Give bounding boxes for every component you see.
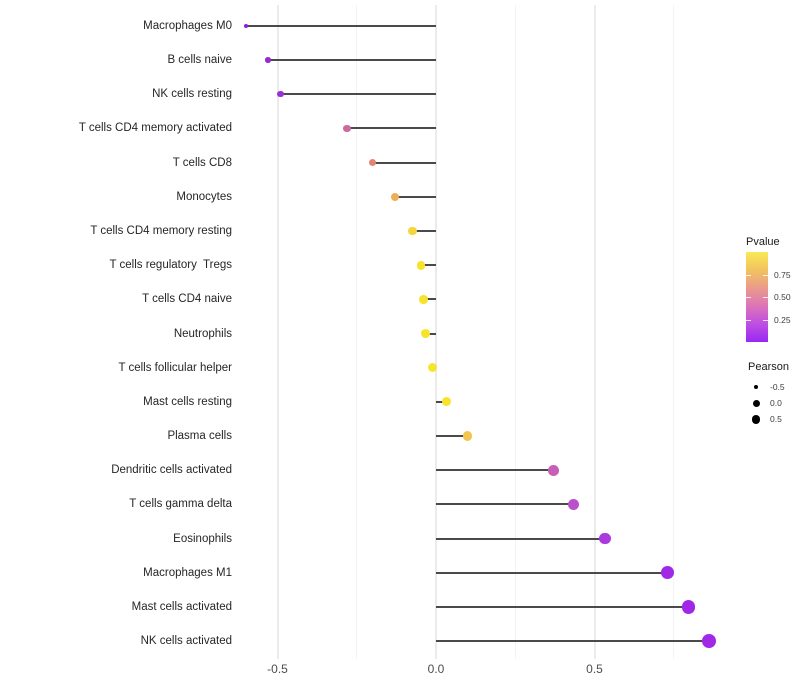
pearson-legend-dot (752, 399, 760, 407)
y-axis-label: T cells CD4 naive (142, 293, 232, 306)
lollipop-dot (416, 260, 426, 270)
y-axis-label: Monocytes (176, 190, 232, 203)
lollipop-stem (436, 571, 668, 574)
gridline-major (276, 5, 279, 659)
lollipop-dot (441, 397, 452, 407)
pvalue-bar-tick (763, 319, 768, 321)
lollipop-stem (425, 332, 436, 335)
pvalue-gradient-bar (746, 252, 768, 342)
gridline-minor (673, 5, 675, 659)
y-axis-label: Mast cells resting (143, 395, 232, 408)
lollipop-stem (436, 400, 447, 403)
lollipop-dot (343, 124, 351, 133)
pearson-legend-dot (753, 384, 759, 390)
lollipop-stem (280, 93, 436, 96)
x-axis-tick-label: 0.5 (586, 662, 603, 676)
pearson-legend-label: 0.0 (770, 397, 782, 408)
lollipop-dot (661, 566, 674, 580)
x-axis-tick-label: -0.5 (267, 662, 288, 676)
lollipop-stem (412, 229, 436, 232)
pvalue-tick-label: 0.75 (774, 269, 791, 280)
lollipop-stem (423, 298, 436, 301)
lollipop-dot (277, 90, 284, 98)
y-axis-label: T cells CD4 memory activated (78, 122, 232, 135)
lollipop-stem (436, 640, 709, 643)
lollipop-dot (368, 158, 377, 167)
pearson-legend-label: 0.5 (770, 414, 782, 425)
lollipop-dot (408, 226, 417, 236)
pvalue-bar-tick (763, 297, 768, 298)
y-axis-label: T cells CD4 memory resting (90, 224, 232, 237)
y-axis-label: Eosinophils (173, 532, 232, 545)
lollipop-stem (267, 58, 436, 61)
lollipop-dot (390, 192, 399, 201)
lollipop-stem (436, 435, 468, 438)
lollipop-dot (243, 23, 248, 28)
pvalue-bar-tick (746, 319, 751, 321)
y-axis-label: Macrophages M0 (143, 19, 232, 32)
lollipop-dot (462, 431, 473, 441)
legend-pvalue-title: Pvalue (746, 236, 780, 248)
y-axis-label: B cells naive (167, 53, 232, 66)
gridline-major (435, 5, 437, 659)
lollipop-dot (702, 634, 716, 649)
y-axis-label: Dendritic cells activated (111, 464, 232, 477)
lollipop-dot (568, 498, 580, 511)
y-axis-label: T cells CD8 (172, 156, 232, 169)
pearson-legend-dot (751, 415, 761, 424)
y-axis-label: Mast cells activated (131, 601, 232, 614)
y-axis-label: Macrophages M1 (143, 566, 232, 579)
lollipop-stem (394, 195, 436, 198)
y-axis-label: NK cells activated (140, 635, 232, 648)
pvalue-bar-tick (763, 274, 768, 276)
lollipop-dot (421, 329, 431, 338)
pvalue-bar-tick (746, 297, 751, 298)
legend-pearson-title: Pearson (748, 361, 789, 373)
lollipop-dot (265, 57, 271, 63)
y-axis-label: T cells follicular helper (118, 361, 232, 374)
lollipop-dot (599, 532, 611, 545)
lollipop-stem (436, 469, 554, 472)
y-axis-label: T cells gamma delta (129, 498, 232, 511)
gridline-minor (356, 5, 358, 659)
lollipop-stem (436, 503, 574, 506)
pvalue-tick-label: 0.25 (774, 314, 791, 325)
lollipop-stem (245, 24, 436, 27)
pvalue-bar-tick (746, 274, 751, 276)
y-axis-label: Plasma cells (167, 430, 232, 443)
lollipop-dot (682, 600, 696, 614)
lollipop-stem (372, 161, 436, 164)
x-axis-tick-label: 0.0 (427, 662, 445, 676)
pvalue-tick-label: 0.50 (774, 292, 791, 302)
y-axis-label: NK cells resting (152, 88, 232, 101)
lollipop-dot (428, 363, 437, 373)
lollipop-stem (436, 606, 689, 609)
y-axis-label: Neutrophils (173, 327, 232, 340)
y-axis-label: T cells regulatory Tregs (109, 259, 232, 272)
lollipop-dot (419, 294, 429, 304)
gridline-major (593, 5, 596, 659)
lollipop-dot (548, 464, 559, 476)
gridline-minor (514, 5, 516, 659)
lollipop-stem (421, 264, 436, 267)
lollipop-stem (347, 127, 436, 130)
lollipop-stem (436, 537, 605, 540)
pearson-legend-label: -0.5 (770, 381, 785, 392)
